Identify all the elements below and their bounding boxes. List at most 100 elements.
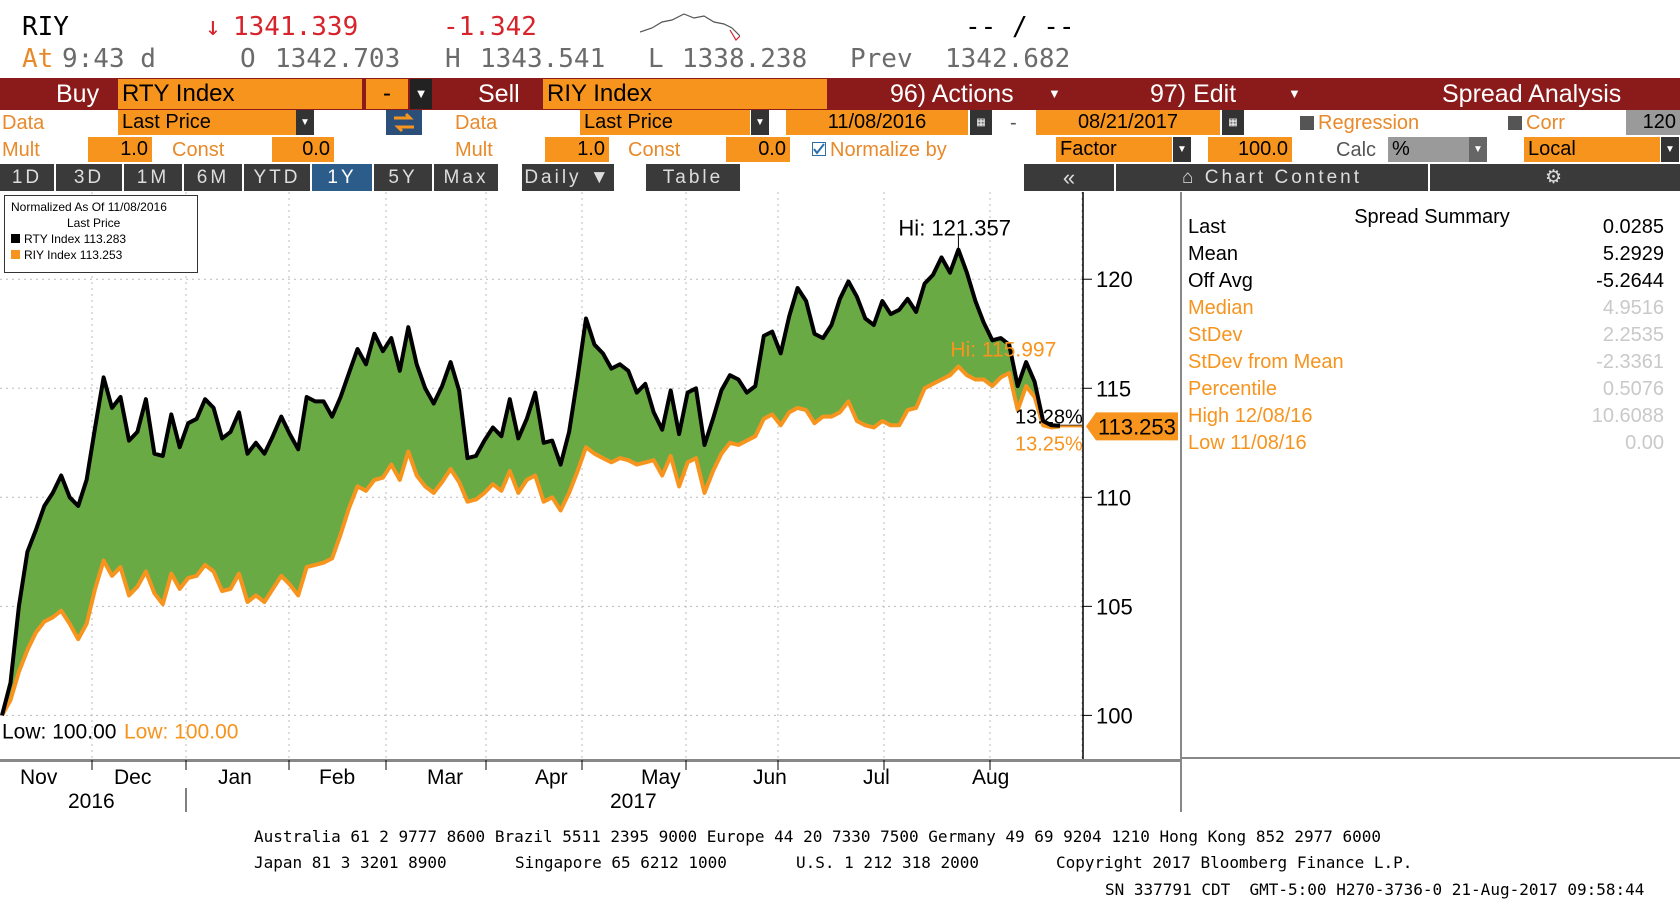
tab-1d[interactable]: 1D: [0, 164, 54, 191]
spread-analysis-title: Spread Analysis: [1442, 80, 1622, 108]
footer-singapore: Singapore 65 6212 1000: [515, 853, 727, 872]
operator-select[interactable]: -: [366, 79, 408, 109]
summary-value: -5.2644: [1596, 270, 1664, 292]
edit-menu[interactable]: 97) Edit: [1150, 80, 1237, 108]
actions-menu[interactable]: 96) Actions: [890, 80, 1014, 108]
tab-5y[interactable]: 5Y: [374, 164, 432, 191]
tab-3d[interactable]: 3D: [56, 164, 122, 191]
buy-label: Buy: [56, 80, 100, 108]
sell-const-input[interactable]: 0.0: [726, 137, 790, 162]
start-date-input[interactable]: 11/08/2016: [786, 110, 968, 135]
summary-value: 5.2929: [1602, 243, 1664, 265]
operator-dropdown-icon[interactable]: ▼: [410, 79, 432, 109]
summary-label: Low 11/08/16: [1188, 432, 1307, 454]
summary-label: Last: [1188, 216, 1226, 238]
last-price: 1341.339: [233, 12, 359, 42]
prev-value: 1342.682: [945, 44, 1071, 74]
footer-copyright: Copyright 2017 Bloomberg Finance L.P.: [1056, 853, 1413, 872]
footer-session: SN 337791 CDT GMT-5:00 H270-3736-0 21-Au…: [1105, 880, 1645, 899]
factor-select[interactable]: Factor: [1056, 137, 1172, 162]
calc-label: Calc: [1336, 139, 1377, 161]
table-button[interactable]: Table: [646, 164, 740, 191]
chart-icon: ⌂: [1181, 167, 1197, 188]
x-axis: [0, 759, 1180, 762]
buy-security-input[interactable]: RTY Index: [118, 79, 362, 109]
date-separator: -: [1010, 112, 1017, 134]
y-tick-label: 110: [1096, 485, 1131, 510]
spread-fill: [2, 249, 1060, 716]
corr-label: Corr: [1526, 112, 1565, 134]
sell-data-field[interactable]: Last Price: [580, 110, 750, 135]
sell-security-input[interactable]: RIY Index: [543, 79, 827, 109]
legend-swatch-icon: [11, 250, 20, 259]
factor-value-input[interactable]: 100.0: [1208, 137, 1292, 162]
x-tick-label: Jun: [753, 766, 787, 789]
rty-series-line: [0, 247, 1061, 716]
buy-data-field[interactable]: Last Price: [118, 110, 296, 135]
high-value: 1343.541: [480, 44, 606, 74]
footer-us: U.S. 1 212 318 2000: [796, 853, 980, 872]
collapse-icon[interactable]: «: [1024, 164, 1114, 191]
summary-value: 0.0285: [1602, 216, 1664, 238]
legend-label-rty: RTY Index 113.283: [24, 232, 127, 246]
local-dropdown-icon[interactable]: ▼: [1661, 137, 1679, 162]
ticker: RIY: [22, 12, 69, 42]
x-tick-label: Mar: [427, 766, 463, 789]
factor-dropdown-icon[interactable]: ▼: [1173, 137, 1191, 162]
x-tick-label: Apr: [535, 766, 568, 789]
buy-mult-input[interactable]: 1.0: [88, 137, 152, 162]
legend-item-riy: RIY Index 113.253: [11, 247, 191, 263]
x-tick-label: Aug: [972, 766, 1009, 789]
chart-legend: Normalized As Of 11/08/2016 Last Price R…: [4, 195, 198, 273]
summary-label: Percentile: [1188, 378, 1277, 400]
chart-content-button[interactable]: ⌂ Chart Content: [1116, 164, 1428, 191]
calendar-icon[interactable]: ▦: [970, 110, 992, 135]
normalize-checkbox[interactable]: [812, 142, 826, 156]
low-label: L: [648, 44, 664, 74]
end-date-input[interactable]: 08/21/2017: [1036, 110, 1220, 135]
normalize-label: Normalize by: [830, 139, 947, 161]
sell-data-label: Data: [455, 112, 498, 134]
buy-data-label: Data: [2, 112, 45, 134]
corr-checkbox[interactable]: [1508, 116, 1522, 130]
legend-label-riy: RIY Index 113.253: [24, 248, 123, 262]
tab-max[interactable]: Max: [434, 164, 498, 191]
corr-window-input[interactable]: 120: [1626, 110, 1680, 135]
prev-label: Prev: [850, 44, 913, 74]
x-tick-label: Dec: [114, 766, 151, 789]
summary-row: Median 4.9516: [1188, 297, 1664, 320]
tab-ytd[interactable]: YTD: [244, 164, 310, 191]
y-tick-label: 115: [1096, 376, 1131, 401]
footer-japan: Japan 81 3 3201 8900: [254, 853, 447, 872]
x-tick-label: Nov: [20, 766, 58, 789]
actions-dropdown-icon[interactable]: ▼: [1048, 86, 1061, 101]
x-tick-label: Jul: [863, 766, 890, 789]
summary-label: Mean: [1188, 243, 1239, 265]
buy-data-dropdown-icon[interactable]: ▼: [296, 110, 314, 135]
x-tick-label: Feb: [319, 766, 355, 789]
summary-label: Median: [1188, 297, 1254, 319]
calendar-icon[interactable]: ▦: [1222, 110, 1244, 135]
summary-label: StDev from Mean: [1188, 351, 1344, 373]
bid-ask: -- / --: [965, 12, 1075, 42]
swap-icon[interactable]: [386, 110, 422, 135]
tab-6m[interactable]: 6M: [184, 164, 242, 191]
tab-1m[interactable]: 1M: [124, 164, 182, 191]
low-value: 1338.238: [682, 44, 808, 74]
gear-icon[interactable]: ⚙: [1430, 164, 1680, 191]
sell-data-dropdown-icon[interactable]: ▼: [751, 110, 769, 135]
footer: Australia 61 2 9777 8600 Brazil 5511 239…: [0, 815, 1680, 921]
pct-rty-label: 13.28%: [1015, 407, 1083, 429]
calc-dropdown-icon[interactable]: ▼: [1469, 137, 1487, 162]
tab-1y[interactable]: 1Y: [312, 164, 372, 191]
regression-checkbox[interactable]: [1300, 116, 1314, 130]
quote-time: 9:43 d: [62, 44, 156, 74]
buy-const-input[interactable]: 0.0: [272, 137, 334, 162]
summary-label: High 12/08/16: [1188, 405, 1313, 427]
edit-dropdown-icon[interactable]: ▼: [1288, 86, 1301, 101]
local-select[interactable]: Local: [1524, 137, 1660, 162]
legend-title: Normalized As Of 11/08/2016: [11, 200, 167, 214]
frequency-select[interactable]: Daily ▼: [522, 164, 614, 191]
sell-mult-input[interactable]: 1.0: [545, 137, 609, 162]
summary-value: 2.2535: [1602, 324, 1664, 346]
